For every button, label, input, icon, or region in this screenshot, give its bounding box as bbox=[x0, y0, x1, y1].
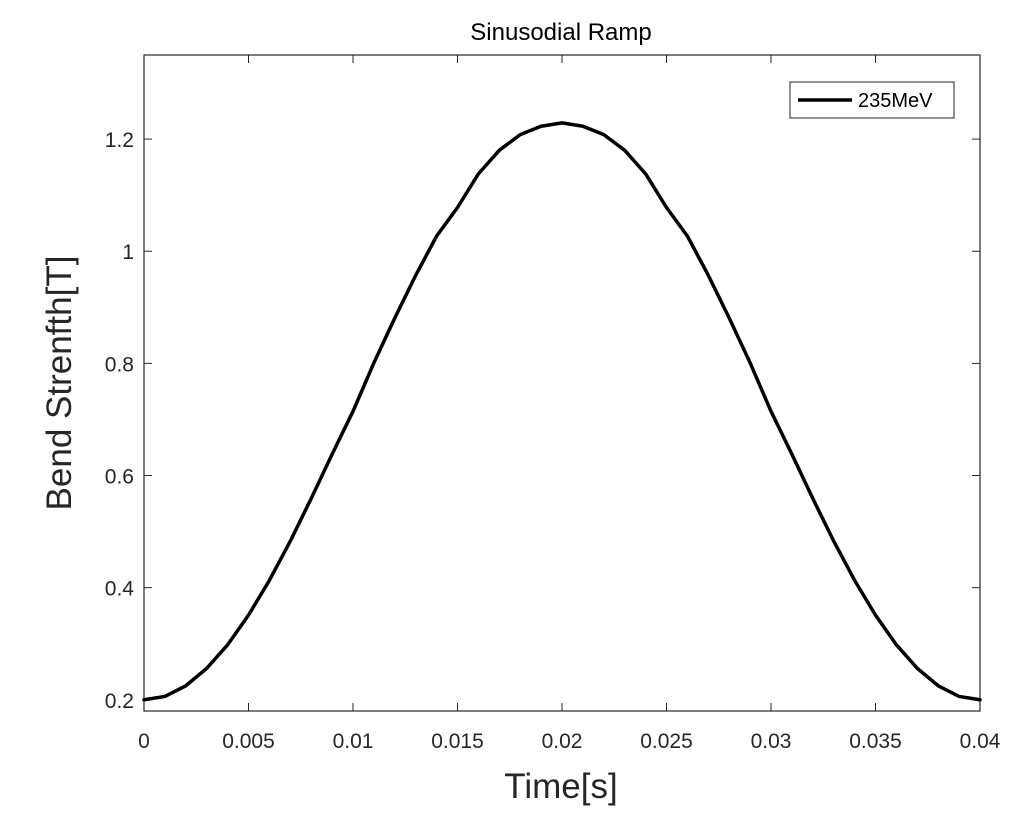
y-tick-label: 1.2 bbox=[105, 129, 134, 152]
x-tick-label: 0.005 bbox=[222, 730, 275, 753]
legend: 235MeV bbox=[789, 81, 955, 119]
y-tick-label: 0.2 bbox=[105, 690, 134, 713]
y-tick-label: 0.6 bbox=[105, 466, 134, 489]
x-tick-label: 0.04 bbox=[960, 730, 1001, 753]
y-tick-label: 0.4 bbox=[105, 578, 135, 601]
x-tick-label: 0.01 bbox=[333, 730, 374, 753]
y-axis: 0.2 0.4 0.6 0.8 1 1.2 bbox=[105, 129, 980, 713]
x-tick-label: 0.02 bbox=[542, 730, 583, 753]
x-tick-label: 0.015 bbox=[431, 730, 484, 753]
legend-label-235mev: 235MeV bbox=[858, 90, 933, 112]
chart-title: Sinusodial Ramp bbox=[470, 19, 651, 46]
x-tick-label: 0 bbox=[138, 730, 150, 753]
x-tick-label: 0.03 bbox=[751, 730, 792, 753]
y-tick-label: 1 bbox=[122, 241, 134, 264]
x-tick-label: 0.035 bbox=[849, 730, 902, 753]
x-tick-label: 0.025 bbox=[640, 730, 693, 753]
x-axis: 0 0.005 0.01 0.015 0.02 0.025 0.03 0.035 0.04 bbox=[138, 55, 1001, 753]
y-tick-label: 0.8 bbox=[105, 353, 134, 376]
x-axis-label: Time[s] bbox=[504, 767, 617, 806]
plot-area bbox=[143, 54, 981, 712]
y-axis-label: Bend Strenfth[T] bbox=[40, 256, 79, 511]
series-line-235mev bbox=[142, 121, 982, 702]
series-layer bbox=[142, 121, 982, 702]
